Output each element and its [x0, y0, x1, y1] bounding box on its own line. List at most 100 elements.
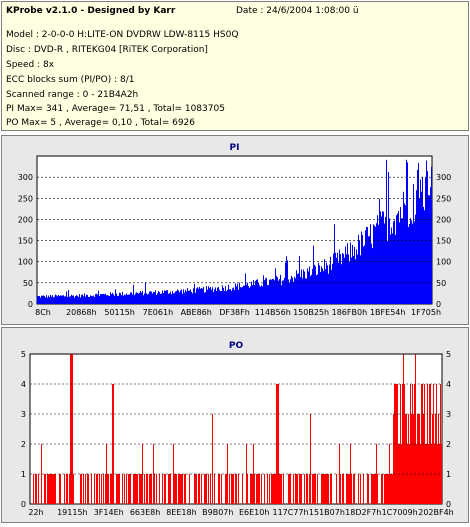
- pi-bar: [376, 223, 377, 304]
- pi-bar: [183, 289, 184, 304]
- po-bar: [315, 474, 316, 504]
- y-tick-label-left: 300: [18, 173, 33, 182]
- pi-bar: [255, 280, 256, 304]
- po-bar: [275, 474, 276, 504]
- po-bar: [331, 474, 332, 504]
- pi-bar: [299, 256, 300, 304]
- po-bar: [168, 474, 169, 504]
- pi-bar: [272, 278, 273, 304]
- pi-bar: [200, 288, 201, 304]
- pi-bar: [393, 221, 394, 304]
- po-bar: [400, 384, 401, 504]
- pi-bar: [216, 290, 217, 304]
- pi-bar: [184, 292, 185, 304]
- po-bar: [178, 474, 179, 504]
- pi-bar: [417, 169, 418, 304]
- y-tick-label-left: 1: [21, 470, 26, 479]
- x-tick-label: 1C7009h: [382, 508, 418, 517]
- po-bar: [226, 474, 227, 504]
- po-summary-line: PO Max= 5 , Average= 0,10 , Total= 6926: [6, 118, 195, 128]
- po-bar: [159, 474, 160, 504]
- po-bar: [386, 474, 387, 504]
- pi-bar: [403, 191, 404, 304]
- pi-bar: [411, 220, 412, 304]
- po-bar: [433, 384, 434, 504]
- pi-bar: [139, 292, 140, 304]
- pi-bar: [249, 287, 250, 304]
- po-bar: [97, 474, 98, 504]
- pi-bar: [264, 280, 265, 304]
- y-tick-label-right: 1: [446, 470, 451, 479]
- x-tick-label: 18D2F7h: [345, 508, 381, 517]
- pi-bar: [199, 286, 200, 304]
- po-bar: [247, 474, 248, 504]
- po-bar: [113, 384, 114, 504]
- pi-bar: [291, 275, 292, 304]
- po-bar: [81, 474, 82, 504]
- pi-bar: [206, 286, 207, 304]
- pi-bar: [322, 268, 323, 304]
- pi-bar: [408, 226, 409, 304]
- pi-bar: [294, 276, 295, 304]
- po-bar: [299, 474, 300, 504]
- pi-bar: [129, 294, 130, 304]
- po-bar: [72, 354, 73, 504]
- pi-bar: [171, 294, 172, 304]
- pi-bar: [80, 297, 81, 304]
- pi-bar: [241, 287, 242, 304]
- po-bar: [300, 474, 301, 504]
- po-bar: [232, 474, 233, 504]
- pi-bar: [226, 291, 227, 304]
- po-bar: [432, 414, 433, 504]
- po-bar: [279, 474, 280, 504]
- po-bar: [53, 474, 54, 504]
- pi-bar: [250, 286, 251, 304]
- po-bar: [411, 414, 412, 504]
- pi-bar: [325, 269, 326, 304]
- y-tick-label-left: 200: [18, 215, 33, 224]
- pi-bar: [45, 297, 46, 304]
- po-bar: [372, 474, 373, 504]
- pi-bar: [181, 289, 182, 304]
- po-bar: [184, 474, 185, 504]
- pi-bar: [130, 292, 131, 304]
- po-bar: [41, 444, 42, 504]
- po-bar: [389, 444, 390, 504]
- pi-bar: [287, 260, 288, 304]
- po-bar: [342, 474, 343, 504]
- pi-bar: [414, 221, 415, 304]
- pi-bar: [185, 289, 186, 304]
- pi-bar: [90, 295, 91, 304]
- po-bar: [381, 474, 382, 504]
- pi-bar: [282, 280, 283, 304]
- pi-bar: [296, 270, 297, 304]
- pi-bar: [156, 294, 157, 304]
- x-tick-label: 19115h: [57, 508, 88, 517]
- x-tick-label: 663E8h: [130, 508, 160, 517]
- po-bar: [418, 414, 419, 504]
- y-tick-label-right: 150: [436, 237, 451, 246]
- pi-bar: [123, 295, 124, 304]
- po-bar: [435, 414, 436, 504]
- pi-bar: [418, 163, 419, 304]
- pi-bar: [54, 296, 55, 304]
- pi-bar: [283, 280, 284, 304]
- pi-bar: [172, 290, 173, 304]
- po-bar: [140, 474, 141, 504]
- pi-bar: [427, 171, 428, 304]
- pi-bar: [228, 284, 229, 304]
- pi-bar: [119, 292, 120, 304]
- pi-bar: [132, 294, 133, 304]
- y-tick-label-left: 0: [28, 300, 33, 309]
- pi-bar: [361, 231, 362, 304]
- po-bar: [385, 474, 386, 504]
- pi-bar: [103, 293, 104, 304]
- po-bar: [238, 474, 239, 504]
- po-bar: [349, 474, 350, 504]
- po-bar: [51, 474, 52, 504]
- pi-bar: [429, 195, 430, 304]
- po-bar: [235, 474, 236, 504]
- pi-bar: [40, 297, 41, 304]
- pi-bar: [246, 284, 247, 304]
- po-bar: [421, 384, 422, 504]
